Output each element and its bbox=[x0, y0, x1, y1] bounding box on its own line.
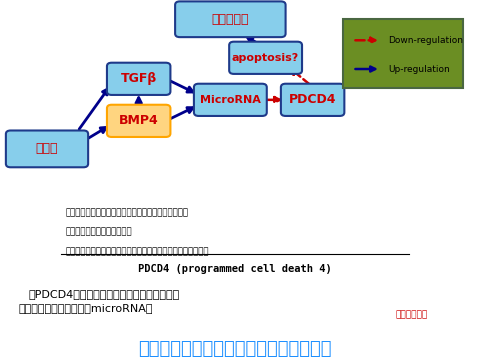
FancyBboxPatch shape bbox=[229, 42, 302, 74]
FancyBboxPatch shape bbox=[281, 84, 344, 116]
FancyBboxPatch shape bbox=[194, 84, 267, 116]
Text: PDCD4 (programmed cell death 4): PDCD4 (programmed cell death 4) bbox=[138, 265, 332, 274]
Text: （櫻井明子）: （櫻井明子） bbox=[396, 310, 428, 319]
Text: 糖尿病性腎症の早期診断マーカーの探索: 糖尿病性腎症の早期診断マーカーの探索 bbox=[138, 340, 332, 358]
Text: Down-regulation: Down-regulation bbox=[388, 36, 463, 45]
FancyBboxPatch shape bbox=[107, 63, 170, 95]
Text: PDCD4制御を介した抗アポトーシス効果－: PDCD4制御を介した抗アポトーシス効果－ bbox=[28, 289, 180, 299]
Text: Up-regulation: Up-regulation bbox=[388, 64, 450, 73]
Text: apoptosis?: apoptosis? bbox=[232, 53, 299, 63]
FancyBboxPatch shape bbox=[6, 130, 88, 167]
Text: TGFβ: TGFβ bbox=[120, 72, 157, 85]
Text: 糸球体硬化: 糸球体硬化 bbox=[212, 13, 249, 26]
Text: MicroRNA: MicroRNA bbox=[200, 95, 261, 105]
FancyBboxPatch shape bbox=[343, 19, 463, 87]
Text: BMP4: BMP4 bbox=[119, 114, 158, 127]
Text: 糖尿病: 糖尿病 bbox=[36, 143, 58, 156]
Text: －糖尿病性腎症におけるmicroRNAの: －糖尿病性腎症におけるmicroRNAの bbox=[19, 303, 153, 313]
Text: ・アポトーシスを強める作用: ・アポトーシスを強める作用 bbox=[66, 228, 132, 237]
Text: ・腫瘍抑制作用、抗癌治療のターゲット分子と考えられている: ・腫瘍抑制作用、抗癌治療のターゲット分子と考えられている bbox=[66, 247, 209, 256]
FancyBboxPatch shape bbox=[175, 1, 286, 37]
Text: ・細胞タイプ・遺伝子の影響に作用すると考えられる: ・細胞タイプ・遺伝子の影響に作用すると考えられる bbox=[66, 208, 189, 217]
FancyBboxPatch shape bbox=[107, 105, 170, 137]
Text: PDCD4: PDCD4 bbox=[289, 93, 336, 106]
